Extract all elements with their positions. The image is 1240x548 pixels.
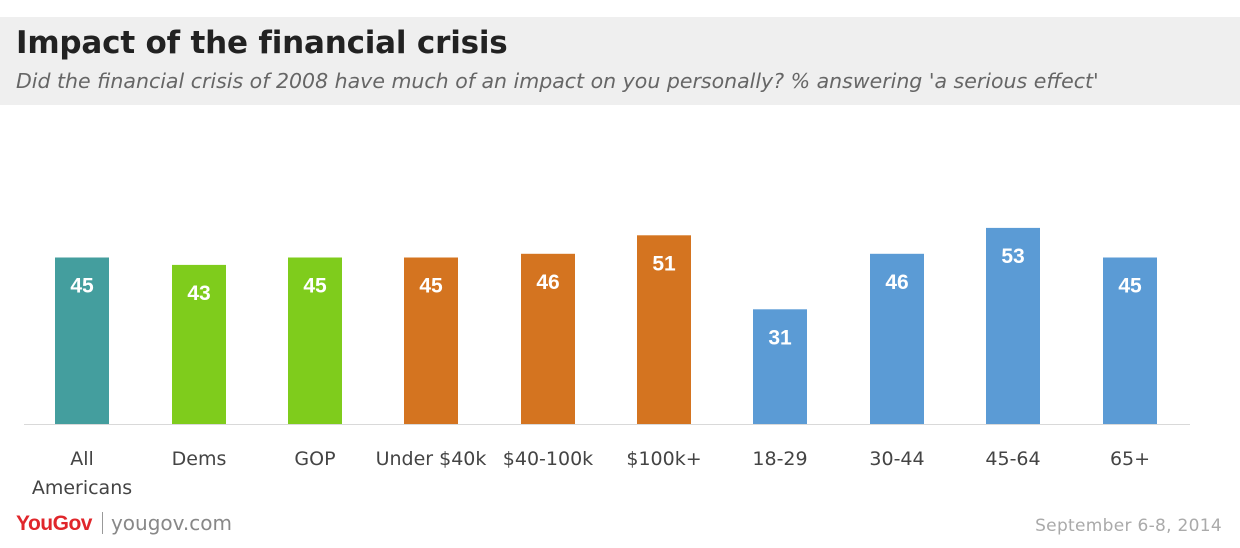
category-label-4: Under $40k <box>376 448 487 470</box>
survey-date: September 6-8, 2014 <box>1035 516 1222 536</box>
bar-6 <box>637 235 691 424</box>
bar-4 <box>404 257 458 424</box>
data-label-4: 45 <box>419 275 443 298</box>
data-label-1: 45 <box>70 275 94 298</box>
yougov-logo: YouGov <box>16 512 92 535</box>
bar-10 <box>1103 257 1157 424</box>
bar-9 <box>986 227 1040 424</box>
bar-8 <box>870 253 924 424</box>
site-url: yougov.com <box>110 511 232 535</box>
data-label-8: 46 <box>885 271 908 294</box>
category-label-1-line-2: Americans <box>32 477 132 499</box>
footer-branding: YouGov yougov.com <box>16 511 232 541</box>
chart-title: Impact of the financial crisis <box>16 25 508 61</box>
category-label-1-line-1: All <box>70 448 94 470</box>
data-label-3: 45 <box>303 275 327 298</box>
data-label-7: 31 <box>768 326 792 349</box>
data-label-2: 43 <box>187 282 210 305</box>
category-label-9: 45-64 <box>985 448 1040 470</box>
chart-header: Impact of the financial crisis Did the f… <box>0 17 1240 105</box>
category-label-10: 65+ <box>1110 448 1150 470</box>
category-label-3: GOP <box>294 448 335 470</box>
data-label-6: 51 <box>652 252 676 275</box>
category-label-7: 18-29 <box>752 448 807 470</box>
bar-1 <box>55 257 109 424</box>
bar-2 <box>172 264 226 424</box>
category-label-2: Dems <box>172 448 227 470</box>
data-label-5: 46 <box>536 271 559 294</box>
logo-divider <box>101 512 103 534</box>
bar-5 <box>521 253 575 424</box>
data-label-10: 45 <box>1118 275 1142 298</box>
category-label-5: $40-100k <box>503 448 593 470</box>
bar-3 <box>288 257 342 424</box>
category-label-8: 30-44 <box>869 448 924 470</box>
chart-subtitle: Did the financial crisis of 2008 have mu… <box>16 69 1099 93</box>
bar-7 <box>753 309 807 424</box>
category-label-6: $100k+ <box>626 448 701 470</box>
data-label-9: 53 <box>1001 245 1024 268</box>
